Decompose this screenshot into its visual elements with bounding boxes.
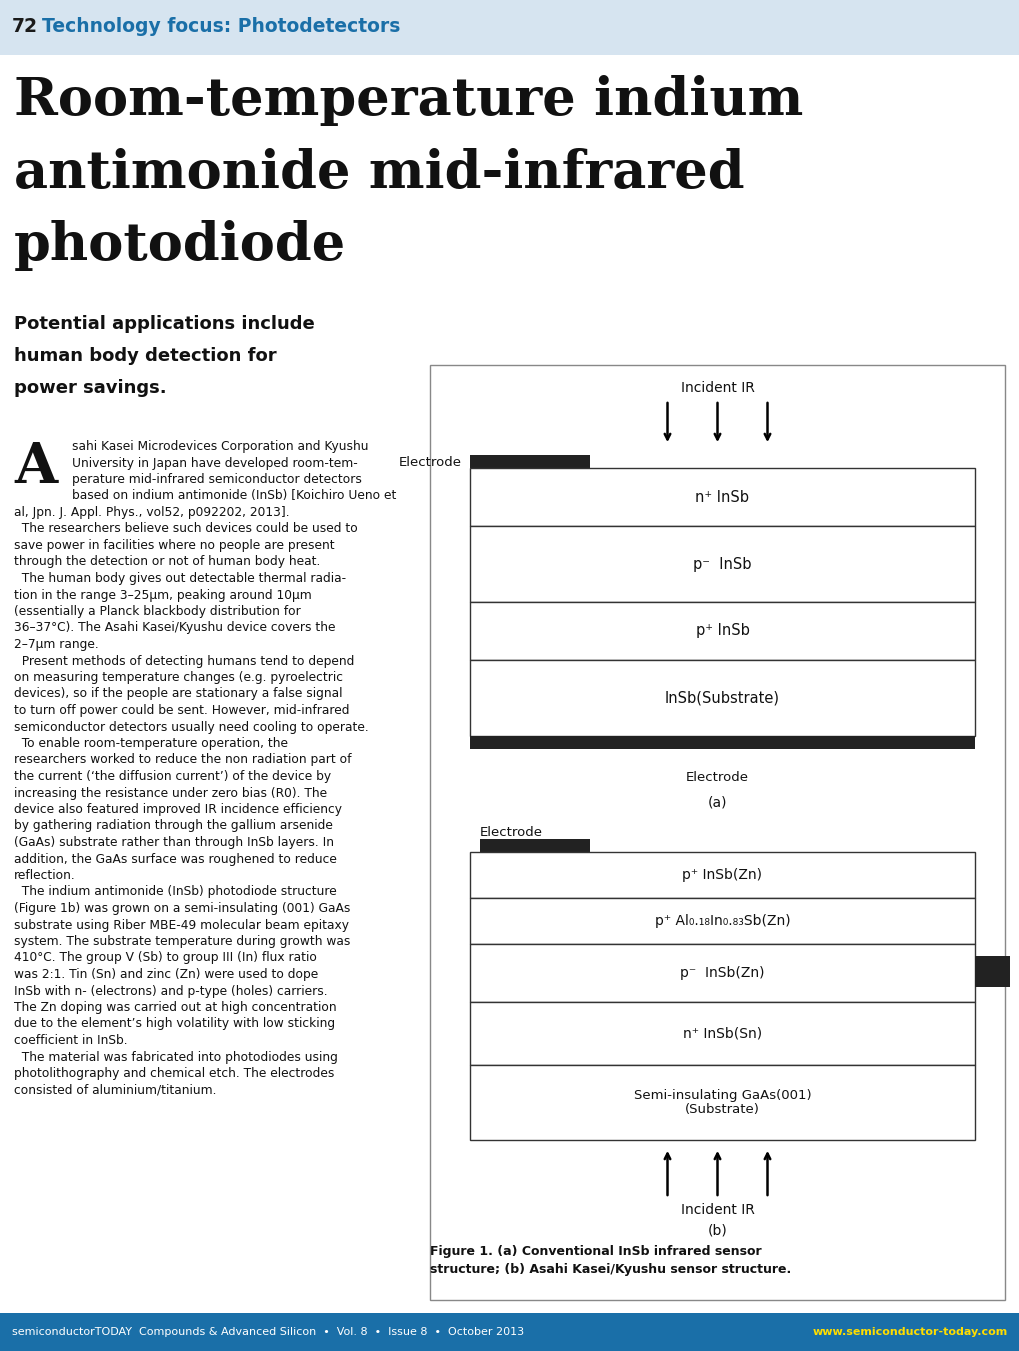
Text: tion in the range 3–25μm, peaking around 10μm: tion in the range 3–25μm, peaking around…	[14, 589, 312, 601]
Text: perature mid-infrared semiconductor detectors: perature mid-infrared semiconductor dete…	[72, 473, 362, 486]
Text: InSb with n- (electrons) and p-type (holes) carriers.: InSb with n- (electrons) and p-type (hol…	[14, 985, 327, 997]
Text: by gathering radiation through the gallium arsenide: by gathering radiation through the galli…	[14, 820, 332, 832]
Text: reflection.: reflection.	[14, 869, 75, 882]
Text: structure; (b) Asahi Kasei/Kyushu sensor structure.: structure; (b) Asahi Kasei/Kyushu sensor…	[430, 1263, 791, 1275]
Text: To enable room-temperature operation, the: To enable room-temperature operation, th…	[14, 738, 287, 750]
Text: on measuring temperature changes (e.g. pyroelectric: on measuring temperature changes (e.g. p…	[14, 671, 342, 684]
Text: n⁺ InSb: n⁺ InSb	[695, 489, 749, 504]
Text: Figure 1. (a) Conventional InSb infrared sensor: Figure 1. (a) Conventional InSb infrared…	[430, 1246, 761, 1258]
Text: 2–7μm range.: 2–7μm range.	[14, 638, 99, 651]
Text: human body detection for: human body detection for	[14, 347, 276, 365]
Text: based on indium antimonide (InSb) [Koichiro Ueno et: based on indium antimonide (InSb) [Koich…	[72, 489, 396, 503]
Text: 36–37°C). The Asahi Kasei/Kyushu device covers the: 36–37°C). The Asahi Kasei/Kyushu device …	[14, 621, 335, 635]
Bar	[470, 1065, 974, 1140]
Text: Present methods of detecting humans tend to depend: Present methods of detecting humans tend…	[14, 654, 354, 667]
Text: due to the element’s high volatility with low sticking: due to the element’s high volatility wit…	[14, 1017, 335, 1031]
Text: (a): (a)	[707, 794, 727, 809]
Text: (b): (b)	[707, 1223, 727, 1238]
Text: Electrode: Electrode	[686, 771, 748, 784]
Text: p⁺ Al₀.₁₈In₀.₈₃Sb(Zn): p⁺ Al₀.₁₈In₀.₈₃Sb(Zn)	[654, 915, 790, 928]
Text: through the detection or not of human body heat.: through the detection or not of human bo…	[14, 555, 320, 569]
Text: (essentially a Planck blackbody distribution for: (essentially a Planck blackbody distribu…	[14, 605, 301, 617]
Text: p⁺ InSb: p⁺ InSb	[695, 624, 749, 639]
Text: (GaAs) substrate rather than through InSb layers. In: (GaAs) substrate rather than through InS…	[14, 836, 333, 848]
Text: p⁺ InSb(Zn): p⁺ InSb(Zn)	[682, 867, 762, 882]
Text: Electrode: Electrode	[480, 825, 542, 839]
Text: consisted of aluminium/titanium.: consisted of aluminium/titanium.	[14, 1084, 216, 1097]
Text: The Zn doping was carried out at high concentration: The Zn doping was carried out at high co…	[14, 1001, 336, 1015]
Text: substrate using Riber MBE-49 molecular beam epitaxy: substrate using Riber MBE-49 molecular b…	[14, 919, 348, 931]
Text: photodiode: photodiode	[14, 220, 345, 272]
Bar	[470, 603, 974, 661]
Text: The indium antimonide (InSb) photodiode structure: The indium antimonide (InSb) photodiode …	[14, 885, 336, 898]
Bar	[470, 526, 974, 603]
Text: semiconductor detectors usually need cooling to operate.: semiconductor detectors usually need coo…	[14, 720, 369, 734]
Text: photolithography and chemical etch. The electrodes: photolithography and chemical etch. The …	[14, 1067, 334, 1079]
Text: increasing the resistance under zero bias (R0). The: increasing the resistance under zero bia…	[14, 786, 327, 800]
Text: Incident IR: Incident IR	[680, 381, 754, 394]
Bar	[480, 839, 589, 852]
Text: (Figure 1b) was grown on a semi-insulating (001) GaAs: (Figure 1b) was grown on a semi-insulati…	[14, 902, 351, 915]
Text: was 2:1. Tin (Sn) and zinc (Zn) were used to dope: was 2:1. Tin (Sn) and zinc (Zn) were use…	[14, 969, 318, 981]
Text: device also featured improved IR incidence efficiency: device also featured improved IR inciden…	[14, 802, 341, 816]
Text: coefficient in InSb.: coefficient in InSb.	[14, 1034, 127, 1047]
Text: The material was fabricated into photodiodes using: The material was fabricated into photodi…	[14, 1051, 337, 1063]
Text: n⁺ InSb(Sn): n⁺ InSb(Sn)	[683, 1027, 761, 1040]
Text: to turn off power could be sent. However, mid-infrared: to turn off power could be sent. However…	[14, 704, 350, 717]
Text: Potential applications include: Potential applications include	[14, 315, 315, 332]
Bar	[0, 0, 1019, 55]
Text: Semi-insulating GaAs(001)
(Substrate): Semi-insulating GaAs(001) (Substrate)	[633, 1089, 810, 1116]
Text: semiconductorTODAY  Compounds & Advanced Silicon  •  Vol. 8  •  Issue 8  •  Octo: semiconductorTODAY Compounds & Advanced …	[12, 1327, 524, 1337]
Bar	[470, 455, 589, 467]
Text: 72: 72	[12, 18, 38, 36]
Text: University in Japan have developed room-tem-: University in Japan have developed room-…	[72, 457, 358, 470]
Bar	[470, 736, 974, 748]
Text: Room-temperature indium: Room-temperature indium	[14, 76, 803, 126]
Text: the current (‘the diffusion current’) of the device by: the current (‘the diffusion current’) of…	[14, 770, 331, 784]
Text: Incident IR: Incident IR	[680, 1202, 754, 1217]
Text: 410°C. The group V (Sb) to group III (In) flux ratio: 410°C. The group V (Sb) to group III (In…	[14, 951, 317, 965]
Bar	[430, 365, 1004, 1300]
Text: www.semiconductor-today.com: www.semiconductor-today.com	[812, 1327, 1007, 1337]
Text: power savings.: power savings.	[14, 380, 166, 397]
Text: devices), so if the people are stationary a false signal: devices), so if the people are stationar…	[14, 688, 342, 701]
Text: sahi Kasei Microdevices Corporation and Kyushu: sahi Kasei Microdevices Corporation and …	[72, 440, 368, 453]
Text: The human body gives out detectable thermal radia-: The human body gives out detectable ther…	[14, 571, 345, 585]
Text: antimonide mid-infrared: antimonide mid-infrared	[14, 149, 744, 199]
Bar	[470, 944, 974, 1002]
Text: InSb(Substrate): InSb(Substrate)	[664, 690, 780, 705]
Text: researchers worked to reduce the non radiation part of: researchers worked to reduce the non rad…	[14, 754, 352, 766]
Text: system. The substrate temperature during growth was: system. The substrate temperature during…	[14, 935, 351, 948]
Bar	[0, 1313, 1019, 1351]
Bar	[470, 898, 974, 944]
Text: save power in facilities where no people are present: save power in facilities where no people…	[14, 539, 334, 553]
Text: Technology focus: Photodetectors: Technology focus: Photodetectors	[42, 18, 400, 36]
Bar	[470, 661, 974, 736]
Bar	[470, 852, 974, 898]
Text: al, Jpn. J. Appl. Phys., vol52, p092202, 2013].: al, Jpn. J. Appl. Phys., vol52, p092202,…	[14, 507, 289, 519]
Bar	[974, 957, 1009, 988]
Text: p⁻  InSb(Zn): p⁻ InSb(Zn)	[680, 966, 764, 979]
Text: Electrode: Electrode	[1017, 965, 1019, 978]
Text: addition, the GaAs surface was roughened to reduce: addition, the GaAs surface was roughened…	[14, 852, 336, 866]
Bar	[470, 1002, 974, 1065]
Text: A: A	[14, 440, 57, 494]
Text: Electrode: Electrode	[398, 457, 462, 470]
Bar	[470, 467, 974, 526]
Text: p⁻  InSb: p⁻ InSb	[693, 557, 751, 571]
Text: The researchers believe such devices could be used to: The researchers believe such devices cou…	[14, 523, 358, 535]
